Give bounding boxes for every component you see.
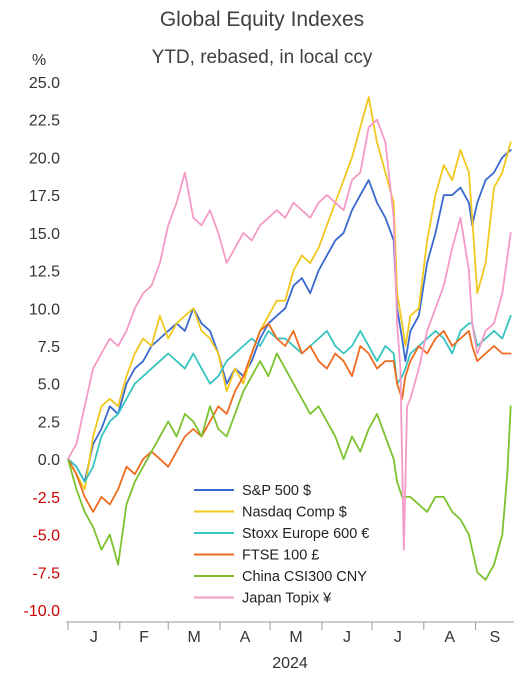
y-tick-label: -5.0 — [32, 528, 60, 545]
x-axis-year-label: 2024 — [272, 655, 308, 672]
series-line-3 — [67, 322, 512, 513]
chart-title: Global Equity Indexes — [159, 8, 365, 31]
x-tick-label: J — [343, 629, 351, 646]
legend-label: Nasdaq Comp $ — [242, 505, 347, 521]
series-line-2 — [67, 314, 512, 483]
y-tick-label: 22.5 — [29, 113, 60, 130]
x-tick-label: J — [394, 629, 402, 646]
series-line-5 — [67, 118, 512, 551]
y-tick-label: -2.5 — [32, 490, 60, 507]
x-axis: J F M A M J J A S 2024 — [66, 621, 514, 672]
y-tick-label: -7.5 — [32, 565, 60, 582]
y-axis-ticks: 25.0 22.5 20.0 17.5 15.0 12.5 10.0 7.5 5.0 2.5 0.0… — [24, 75, 61, 620]
x-tick-label: A — [240, 629, 251, 646]
y-tick-label: 12.5 — [29, 264, 60, 281]
y-tick-label: 20.0 — [29, 150, 60, 167]
legend-label: Japan Topix ¥ — [242, 591, 332, 607]
y-tick-label: 2.5 — [38, 414, 60, 431]
legend-label: FTSE 100 £ — [242, 548, 319, 564]
legend-label: Stoxx Europe 600 € — [242, 526, 369, 542]
series-lines — [67, 96, 512, 581]
x-tick-label: A — [444, 629, 455, 646]
y-tick-label: 10.0 — [29, 301, 60, 318]
y-tick-label: 5.0 — [38, 377, 60, 394]
x-tick-label: M — [187, 629, 200, 646]
legend: S&P 500 $ Nasdaq Comp $ Stoxx Europe 600 €… — [194, 483, 369, 607]
series-line-0 — [67, 149, 512, 483]
series-line-1 — [67, 96, 512, 491]
legend-label: S&P 500 $ — [242, 483, 311, 499]
legend-label: China CSI300 CNY — [242, 569, 367, 585]
y-tick-label: 15.0 — [29, 226, 60, 243]
x-tick-label: M — [289, 629, 302, 646]
x-tick-label: F — [139, 629, 149, 646]
x-tick-label: J — [90, 629, 98, 646]
y-tick-label: 25.0 — [29, 75, 60, 92]
y-axis-unit-label: % — [32, 52, 47, 69]
y-tick-label: -10.0 — [24, 603, 61, 620]
x-tick-label: S — [489, 629, 500, 646]
y-tick-label: 7.5 — [38, 339, 60, 356]
y-tick-label: 0.0 — [38, 452, 60, 469]
series-line-4 — [67, 352, 512, 581]
y-tick-label: 17.5 — [29, 188, 60, 205]
chart-subtitle: YTD, rebased, in local ccy — [151, 47, 373, 68]
